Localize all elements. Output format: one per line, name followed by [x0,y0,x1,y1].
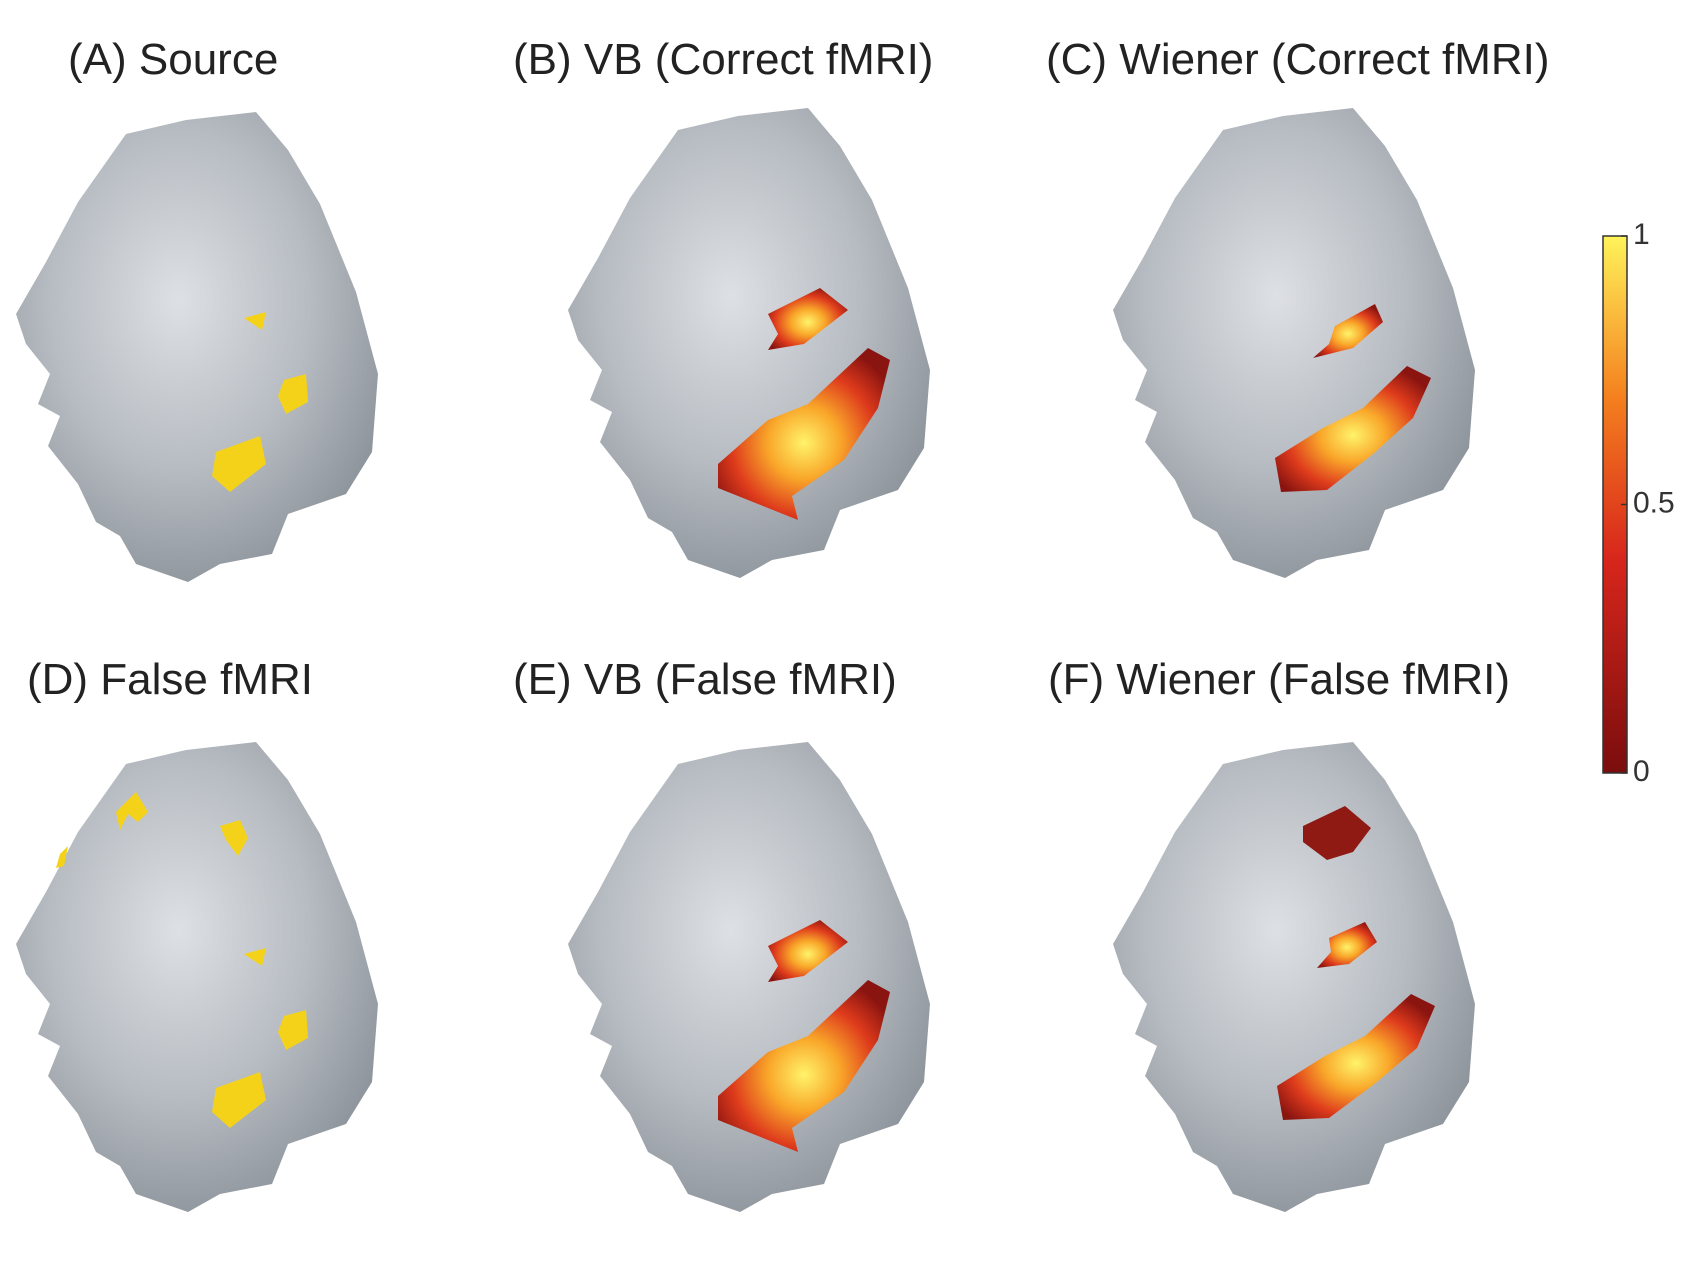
panel-title: (B) VB (Correct fMRI) [513,35,933,84]
panel-title: (A) Source [68,35,278,84]
brain-map [1113,742,1475,1212]
panel-title: (C) Wiener (Correct fMRI) [1046,35,1550,84]
panel-title: (E) VB (False fMRI) [513,655,897,704]
colorbar-tick-label: 0.5 [1633,486,1675,519]
colorbar-tick-label: 0 [1633,755,1650,788]
colorbar-tick-label: 1 [1633,218,1650,251]
brain-map [16,112,378,582]
panel-title: (D) False fMRI [27,655,313,704]
brain-map [568,108,930,578]
panel-title: (F) Wiener (False fMRI) [1048,655,1510,704]
brain-map [16,742,378,1212]
brain-map [1113,108,1475,578]
brain-map [568,742,930,1212]
